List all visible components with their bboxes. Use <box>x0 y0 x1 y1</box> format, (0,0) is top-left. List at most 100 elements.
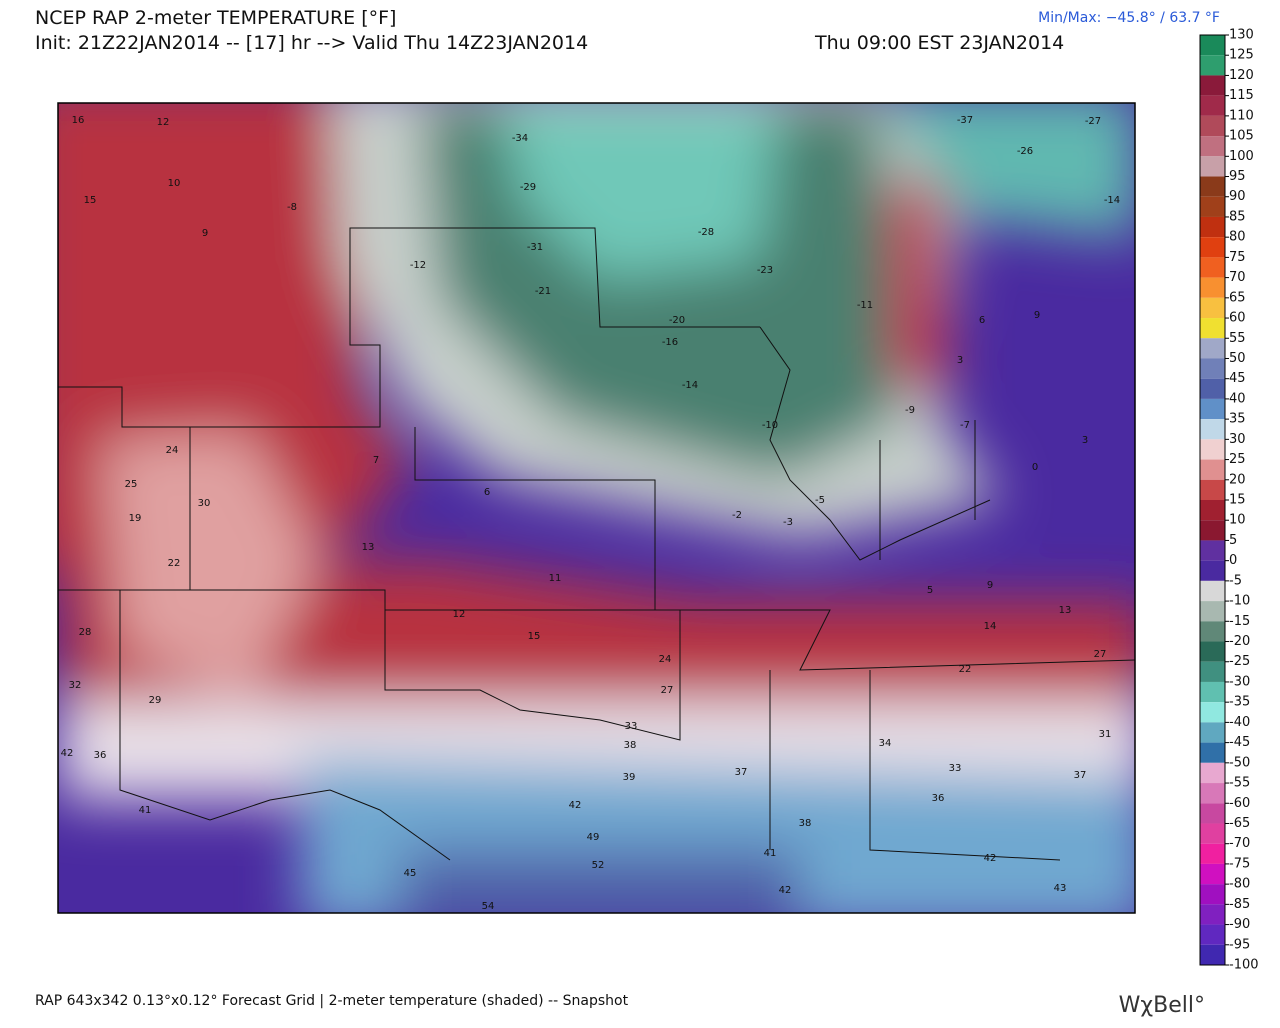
colorbar-swatch <box>1200 641 1225 662</box>
colorbar-swatch <box>1200 156 1225 177</box>
station-value: 0 <box>1032 462 1038 473</box>
colorbar-swatch <box>1200 843 1225 864</box>
station-value: 27 <box>661 685 674 696</box>
colorbar-swatch <box>1200 479 1225 500</box>
station-value: 30 <box>198 498 211 509</box>
station-value: 13 <box>1059 605 1072 616</box>
colorbar-label: 50 <box>1229 351 1246 366</box>
colorbar-swatch <box>1200 944 1225 965</box>
colorbar-label: 5 <box>1229 533 1237 548</box>
colorbar-label: -40 <box>1229 715 1250 730</box>
station-value: 42 <box>61 748 74 759</box>
station-value: 49 <box>587 832 600 843</box>
colorbar-label: 30 <box>1229 432 1246 447</box>
colorbar-swatch <box>1200 621 1225 642</box>
colorbar-swatch <box>1200 216 1225 238</box>
map: -34-37 -27-26-14-31-29-21-12-816 121015924… <box>58 103 1135 913</box>
station-value: 6 <box>484 487 490 498</box>
title: NCEP RAP 2-meter TEMPERATURE [°F] <box>35 7 396 29</box>
valid-local: Thu 09:00 EST 23JAN2014 <box>814 32 1064 54</box>
colorbar-swatch <box>1200 297 1225 319</box>
station-value: -31 <box>527 242 543 253</box>
colorbar-label: -50 <box>1229 755 1250 770</box>
colorbar-label: -85 <box>1229 897 1250 912</box>
colorbar-label: 125 <box>1229 48 1254 63</box>
init-line: Init: 21Z22JAN2014 -- [17] hr --> Valid … <box>35 32 588 54</box>
station-value: 24 <box>166 445 179 456</box>
station-value: -16 <box>662 337 678 348</box>
colorbar-swatch <box>1200 378 1225 399</box>
colorbar-swatch <box>1200 601 1225 622</box>
colorbar-swatch <box>1200 520 1225 541</box>
colorbar-swatch <box>1200 237 1225 258</box>
station-value: -23 <box>757 265 773 276</box>
station-value: -27 <box>1085 116 1101 127</box>
station-value: -10 <box>762 420 778 431</box>
station-value: 24 <box>659 654 672 665</box>
station-value: -12 <box>410 260 426 271</box>
station-value: -8 <box>287 202 297 213</box>
colorbar-swatch <box>1200 459 1225 480</box>
colorbar-swatch <box>1200 75 1225 96</box>
colorbar-label: -30 <box>1229 674 1250 689</box>
colorbar-label: 90 <box>1229 189 1246 204</box>
colorbar-swatch <box>1200 277 1225 298</box>
station-value: 27 <box>1094 649 1107 660</box>
station-value: -26 <box>1017 146 1033 157</box>
station-value: 15 <box>528 631 541 642</box>
station-value: 28 <box>79 627 92 638</box>
station-value: 3 <box>1082 435 1088 446</box>
colorbar-label: 95 <box>1229 169 1246 184</box>
colorbar-label: 10 <box>1229 513 1246 528</box>
colorbar-swatch <box>1200 500 1225 521</box>
colorbar-label: 60 <box>1229 311 1246 326</box>
station-value: -21 <box>535 286 551 297</box>
station-value: -2 <box>732 510 742 521</box>
colorbar-swatch <box>1200 540 1225 561</box>
colorbar-label: -100 <box>1229 958 1259 973</box>
colorbar-label: 80 <box>1229 230 1246 245</box>
colorbar: 1301251201151101051009590858075706560555… <box>1199 28 1259 973</box>
colorbar-swatch <box>1200 318 1225 339</box>
colorbar-swatch <box>1200 560 1225 581</box>
colorbar-label: 45 <box>1229 371 1246 386</box>
station-value: 42 <box>984 853 997 864</box>
colorbar-label: 70 <box>1229 270 1246 285</box>
colorbar-swatch <box>1200 863 1225 885</box>
station-value: 9 <box>1034 310 1040 321</box>
station-value: 5 <box>927 585 933 596</box>
colorbar-label: -45 <box>1229 735 1250 750</box>
colorbar-label: -25 <box>1229 654 1250 669</box>
colorbar-label: 85 <box>1229 209 1246 224</box>
colorbar-swatch <box>1200 115 1225 137</box>
colorbar-swatch <box>1200 398 1225 420</box>
colorbar-label: 100 <box>1229 149 1254 164</box>
colorbar-swatch <box>1200 783 1225 804</box>
station-value: 33 <box>949 763 962 774</box>
station-value: 32 <box>69 680 82 691</box>
station-value: 43 <box>1054 883 1067 894</box>
colorbar-swatch <box>1200 823 1225 844</box>
colorbar-label: 120 <box>1229 68 1254 83</box>
colorbar-swatch <box>1200 702 1225 723</box>
colorbar-swatch <box>1200 762 1225 784</box>
colorbar-label: -80 <box>1229 877 1250 892</box>
station-value: 14 <box>984 621 997 632</box>
station-value: -34 <box>512 133 528 144</box>
station-value: 13 <box>362 542 375 553</box>
colorbar-label: 130 <box>1229 28 1254 43</box>
colorbar-label: -75 <box>1229 856 1250 871</box>
station-value: 36 <box>94 750 107 761</box>
station-value: 42 <box>569 800 582 811</box>
station-value: 39 <box>623 772 636 783</box>
station-value: 33 <box>625 721 638 732</box>
station-value: 31 <box>1099 729 1112 740</box>
colorbar-swatch <box>1200 803 1225 824</box>
colorbar-label: 105 <box>1229 129 1254 144</box>
colorbar-swatch <box>1200 742 1225 763</box>
temperature-field <box>58 103 1135 913</box>
station-value: -29 <box>520 182 536 193</box>
station-value: 45 <box>404 868 417 879</box>
colorbar-label: 0 <box>1229 553 1237 568</box>
